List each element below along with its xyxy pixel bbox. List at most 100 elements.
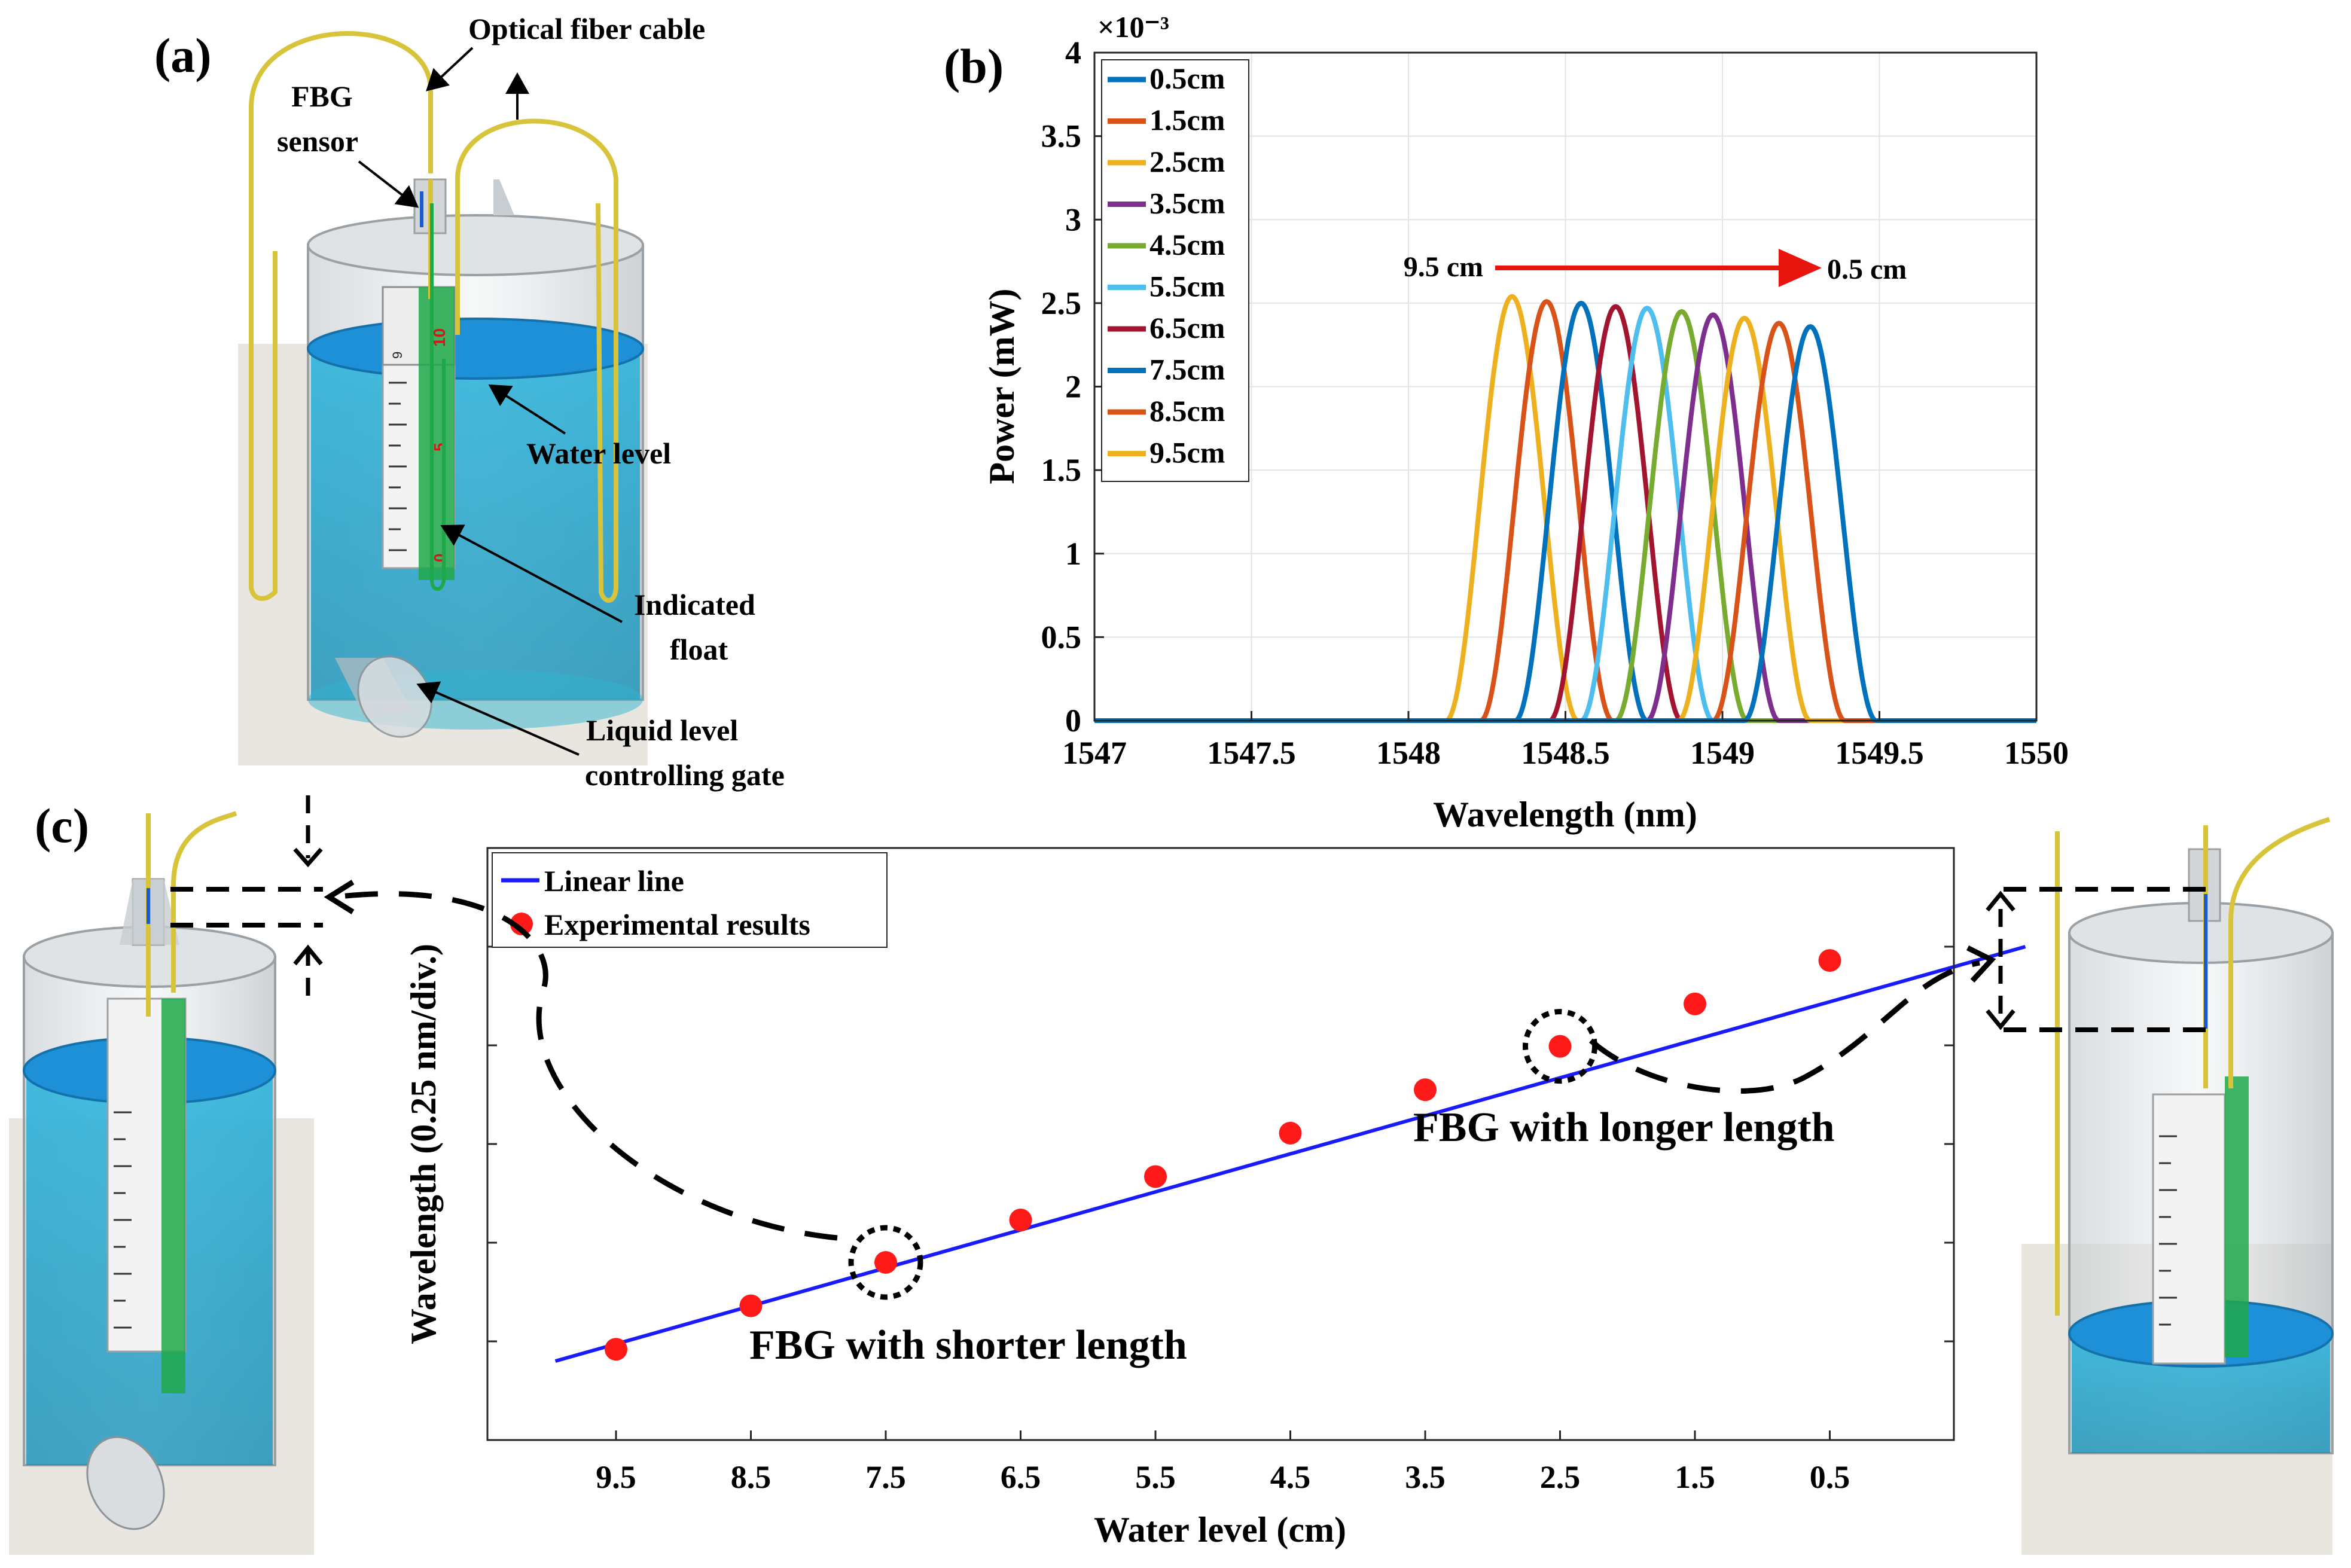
legend-entry-6.5cm: 6.5cm — [1149, 311, 1225, 344]
linear-x-tick-label: 3.5 — [1405, 1459, 1446, 1495]
linear-fit-segment — [554, 945, 2026, 1363]
legend-entry-0.5cm: 0.5cm — [1149, 62, 1225, 95]
legend-linear-line: Linear line — [544, 864, 684, 898]
water-level-pointer — [488, 384, 566, 435]
linear-x-tick-label: 7.5 — [865, 1459, 906, 1495]
cylinder-top-icon — [307, 214, 644, 276]
label-water-level: Water level — [526, 437, 671, 470]
short-gap-arrowhead-down — [293, 847, 323, 868]
spectrum-y-tick-label: 0 — [1065, 703, 1081, 739]
gate-pipe-icon — [335, 655, 432, 738]
short-gap-arrowhead-up — [293, 944, 323, 966]
panel-a-annotations: Optical fiber cable FBG sensor Water lev… — [277, 12, 785, 792]
panel-a-illustration: 9 10 5 0 — [238, 30, 648, 765]
label-gate-line1: Liquid level — [586, 713, 738, 747]
spectrum-y-multiplier: ×10⁻³ — [1097, 10, 1169, 44]
spectrum-x-tick-label: 1547.5 — [1207, 735, 1296, 771]
legend-point-swatch — [510, 913, 533, 935]
long-connector-arrowhead — [1966, 945, 1996, 983]
experimental-point-3.5 — [1414, 1078, 1437, 1102]
spectrum-y-tick-label: 2.5 — [1041, 285, 1082, 321]
shift-label-left: 9.5 cm — [1404, 251, 1483, 283]
experimental-point-2.5 — [1548, 1035, 1572, 1058]
linear-x-tick-label: 6.5 — [1001, 1459, 1041, 1495]
linear-x-tick-label: 9.5 — [596, 1459, 636, 1495]
linear-x-tick-label: 0.5 — [1810, 1459, 1850, 1495]
linear-axes: 9.5 8.5 7.5 6.5 5.5 4.5 3.5 2.5 1.5 0.5 — [487, 945, 1954, 1495]
long-ruler-green-icon — [2225, 1076, 2249, 1357]
spectrum-x-tick-label: 1547 — [1062, 735, 1127, 771]
experimental-point-6.5 — [1009, 1209, 1032, 1232]
panel-label-b: (b) — [944, 39, 1004, 93]
indicated-float-pointer — [440, 524, 623, 623]
legend-entry-3.5cm: 3.5cm — [1149, 187, 1225, 220]
fiber-core-icon — [430, 203, 446, 591]
spectrum-y-tick-label: 1 — [1065, 536, 1081, 572]
spectrum-y-tick-label: 0.5 — [1041, 619, 1082, 655]
linear-y-axis-title: Wavelength (0.25 nm/div.) — [404, 944, 443, 1344]
short-fbg-illustration — [9, 795, 323, 1555]
panel-label-c: (c) — [35, 798, 89, 853]
experimental-point-0.5 — [1818, 949, 1841, 972]
gate-pointer — [416, 681, 580, 756]
label-indicated-float-line2: float — [670, 633, 728, 666]
short-ruler-green-icon — [161, 999, 185, 1393]
legend-entry-9.5cm: 9.5cm — [1149, 436, 1225, 469]
spectrum-y-tick-label: 2 — [1065, 369, 1081, 405]
annotation-longer-length: FBG with longer length — [1413, 1105, 1835, 1151]
shift-label-right: 0.5 cm — [1827, 254, 1907, 285]
highlight-circle-7.5 — [848, 1225, 923, 1300]
short-pipe-icon — [86, 1436, 165, 1530]
spectrum-chart: 1547 1547.5 1548 1548.5 1549 1549.5 1550 0 0.5 1 1… — [982, 10, 2069, 834]
spectrum-x-tick-label: 1550 — [2004, 735, 2069, 771]
fbg-sensor-pointer — [358, 160, 419, 208]
linear-legend: Linear line Experimental results — [492, 852, 888, 948]
label-gate-line2: controlling gate — [585, 758, 785, 792]
linear-fit-line — [554, 945, 2026, 1363]
spectrum-y-tick-label: 1.5 — [1041, 452, 1082, 488]
fiber-cable-pointer — [426, 47, 474, 91]
legend-entry-4.5cm: 4.5cm — [1149, 228, 1225, 261]
spectrum-y-tick-label: 4 — [1065, 35, 1081, 71]
ruler-number-9: 9 — [390, 352, 405, 359]
spectrum-y-tick-label: 3 — [1065, 202, 1081, 237]
legend-entry-1.5cm: 1.5cm — [1149, 103, 1225, 137]
long-ruler-ticks-icon — [2159, 1135, 2177, 1326]
ruler-ticks-icon — [389, 382, 407, 551]
linear-legend-box — [492, 852, 888, 948]
legend-entry-8.5cm: 8.5cm — [1149, 394, 1225, 428]
short-connector-arrowhead — [324, 880, 355, 914]
experimental-point-4.5 — [1279, 1121, 1302, 1145]
legend-entry-2.5cm: 2.5cm — [1149, 145, 1225, 178]
annotation-shorter-length: FBG with shorter length — [749, 1322, 1187, 1368]
linear-x-tick-label: 8.5 — [731, 1459, 772, 1495]
spectrum-legend: 0.5cm 1.5cm 2.5cm 3.5cm 4.5cm 5.5cm 6.5cm 7.5cm… — [1101, 59, 1249, 482]
spectrum-y-axis-title: Power (mW) — [982, 288, 1021, 484]
panel-label-a: (a) — [154, 28, 212, 83]
experimental-point-8.5 — [739, 1294, 763, 1317]
linear-x-tick-label: 1.5 — [1675, 1459, 1715, 1495]
legend-experimental-results: Experimental results — [544, 908, 810, 941]
long-connector-curve — [1589, 960, 1980, 1094]
legend-entry-5.5cm: 5.5cm — [1149, 270, 1225, 303]
experimental-point-7.5 — [874, 1251, 897, 1274]
spectrum-x-tick-label: 1549.5 — [1835, 735, 1924, 771]
long-fbg-illustration — [1986, 817, 2334, 1555]
label-fbg-sensor-line1: FBG — [291, 80, 353, 113]
long-gap-arrowhead-up — [1986, 890, 2015, 912]
short-ruler-ticks-icon — [114, 1111, 132, 1329]
wavelength-vs-level-chart: 9.5 8.5 7.5 6.5 5.5 4.5 3.5 2.5 1.5 0.5 Water lev… — [404, 847, 2026, 1549]
experimental-point-1.5 — [1684, 992, 1706, 1015]
linear-x-tick-label: 4.5 — [1270, 1459, 1311, 1495]
spectrum-x-axis-title: Wavelength (nm) — [1433, 795, 1697, 834]
float-disc-icon — [307, 318, 644, 380]
short-connector-curve — [334, 891, 838, 1241]
spectrum-x-tick-label: 1549 — [1690, 735, 1755, 771]
spectrum-axes: 1547 1547.5 1548 1548.5 1549 1549.5 1550 0 0.5 1 1… — [1041, 35, 2069, 771]
linear-x-tick-label: 5.5 — [1135, 1459, 1176, 1495]
linear-x-tick-label: 2.5 — [1540, 1459, 1581, 1495]
spectrum-x-tick-label: 1548.5 — [1521, 735, 1610, 771]
linear-x-axis-title: Water level (cm) — [1094, 1510, 1346, 1549]
long-ruler-icon — [2152, 1093, 2226, 1365]
